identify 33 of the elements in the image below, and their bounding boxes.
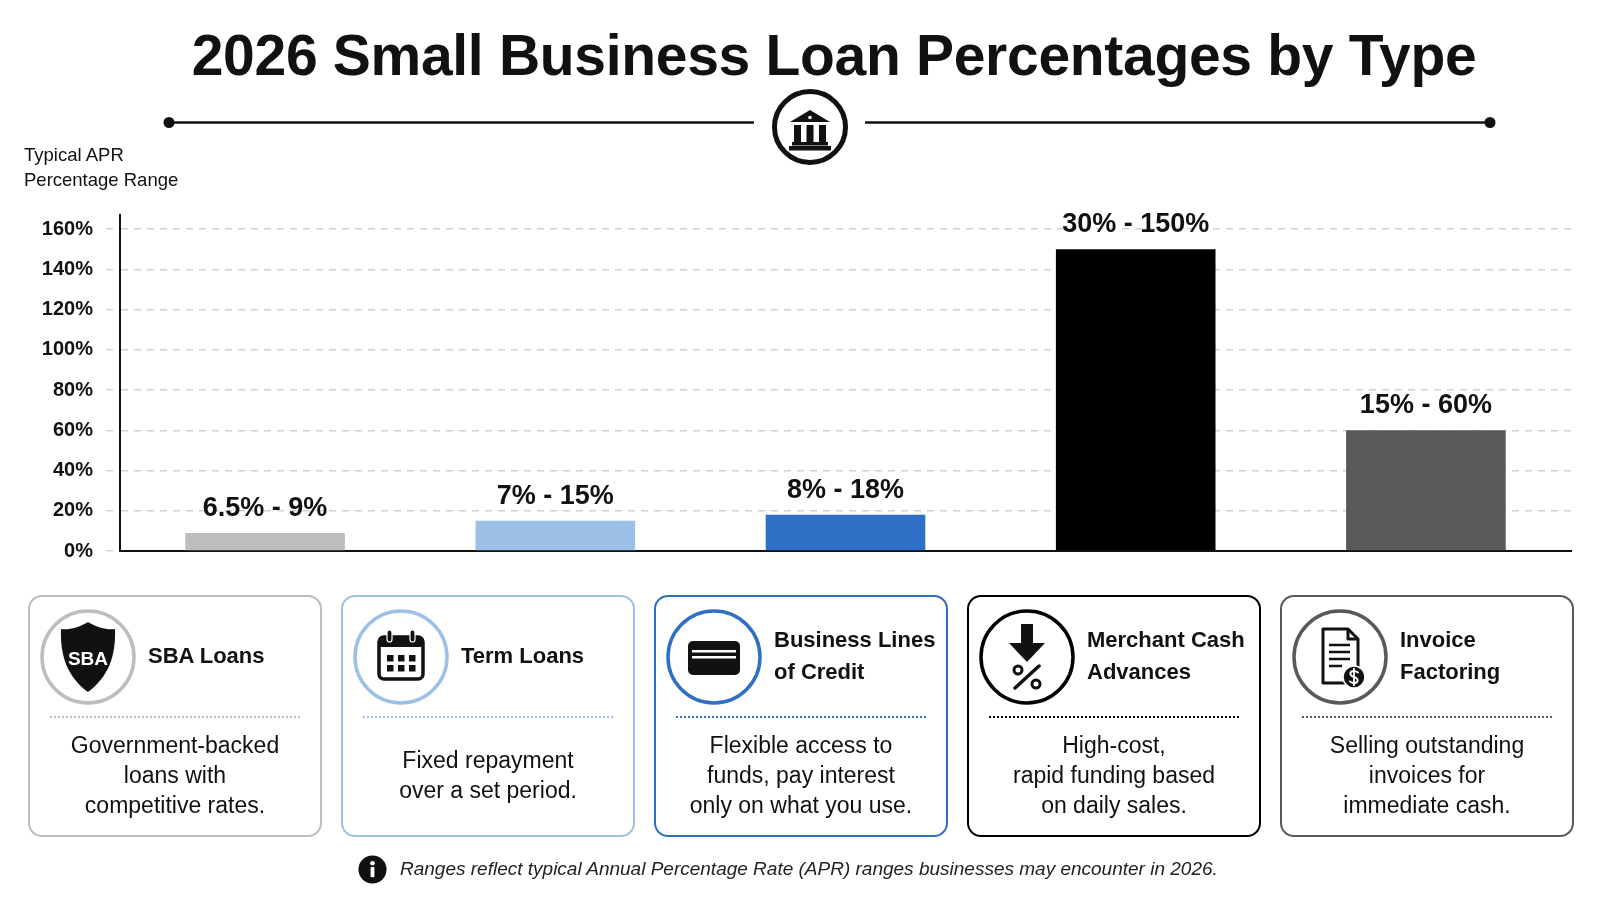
text: Fixed repayment over a set period. [399,746,577,805]
y-axis-title: Typical APR Percentage Range [24,143,180,192]
annotation: 30% - 150% [1062,208,1210,239]
y-tick-label: 20% [52,498,94,521]
y-tick-label: 40% [52,458,94,481]
y-tick-label: 160% [41,216,94,239]
bar [475,520,636,551]
bar [765,514,926,551]
annotation: 15% - 60% [1359,389,1492,420]
y-tick-label: 120% [41,297,94,320]
y-tick-label: 60% [52,417,94,440]
x-tick-label: Term Loans [461,642,585,670]
x-tick-label: Merchant Cash Advances [1087,626,1246,686]
y-tick-label: 0% [64,538,94,561]
text: Ranges reflect typical Annual Percentage Rate (APR) ranges businesses may encounter in 2026. [400,857,1218,881]
text: Government-backed loans with competitive rates. [70,731,280,820]
bar [185,532,345,551]
x-tick-label: Business Lines of Credit [774,626,937,686]
bar [1346,430,1506,551]
y-tick-label: 80% [52,377,94,400]
shield-icon: SBA [38,607,138,707]
text: High-cost, rapid funding based on daily sales. [1012,731,1216,820]
annotation: 7% - 15% [496,479,614,510]
y-tick-label: 140% [41,256,94,279]
text: Flexible access to funds, pay interest only on what you use. [689,731,913,820]
annotation: 6.5% - 9% [202,491,328,522]
text: Selling outstanding invoices for immediate cash. [1329,731,1525,820]
x-tick-label: SBA Loans [148,642,265,670]
annotation: 8% - 18% [786,473,905,504]
chart-title: 2026 Small Business Loan Percentages by Type [191,22,1477,88]
bar [1055,249,1216,551]
x-tick-label: Invoice Factoring [1400,626,1502,686]
y-tick-label: 100% [41,337,94,360]
